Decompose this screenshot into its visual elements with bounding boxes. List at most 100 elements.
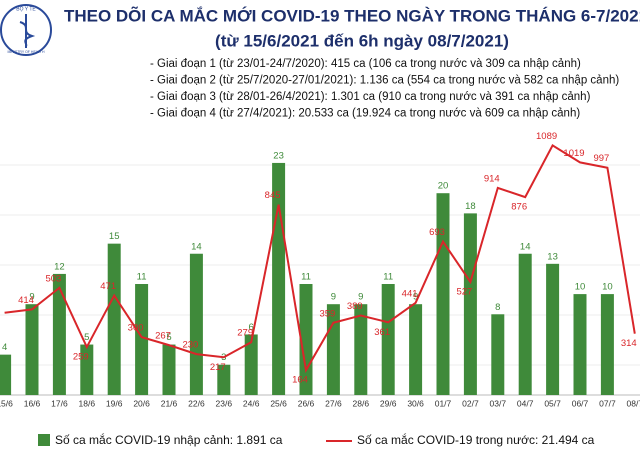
- line-value-label: 1019: [563, 148, 584, 159]
- line-value-label: 389: [347, 301, 363, 312]
- line-value-label: 279: [237, 328, 253, 339]
- bar-value-label: 9: [29, 292, 34, 303]
- line-value-label: 314: [621, 338, 637, 349]
- line-value-label: 997: [593, 153, 609, 164]
- line-value-label: 259: [73, 352, 89, 363]
- bar: [189, 253, 203, 395]
- bar-value-label: 12: [54, 261, 65, 272]
- bar: [299, 284, 313, 395]
- bar: [436, 193, 450, 395]
- x-tick-label: 18/6: [79, 398, 96, 408]
- annotation: - Giai đoạn 4 (từ 27/4/2021): 20.533 ca …: [150, 108, 580, 120]
- bar: [463, 213, 477, 395]
- bar-value-label: 9: [413, 292, 418, 303]
- bar: [107, 243, 121, 395]
- x-tick-label: 15/6: [0, 398, 13, 408]
- bar: [573, 294, 587, 395]
- logo: BỘ Y TẾ MINISTRY OF HEALTH: [0, 4, 52, 56]
- bar-value-label: 15: [109, 231, 120, 242]
- bar: [491, 314, 505, 395]
- x-tick-label: 30/6: [407, 398, 424, 408]
- x-tick-label: 06/7: [572, 398, 589, 408]
- line-value-label: 359: [319, 308, 335, 319]
- line-value-label: 693: [429, 227, 445, 238]
- line-value-label: 217: [210, 362, 226, 373]
- line-value-label: 845: [265, 190, 281, 201]
- bar: [409, 304, 423, 395]
- annotation: - Giai đoạn 1 (từ 23/01-24/7/2020): 415 …: [150, 58, 581, 70]
- bar-value-label: 20: [438, 181, 449, 192]
- x-tick-label: 27/6: [325, 398, 342, 408]
- line-value-label: 527: [456, 286, 472, 297]
- line-value-label: 230: [182, 340, 198, 351]
- annotation: - Giai đoạn 3 (từ 28/01-26/4/2021): 1.30…: [150, 91, 591, 103]
- bar-value-label: 23: [273, 150, 284, 161]
- x-tick-label: 05/7: [544, 398, 561, 408]
- bar-value-label: 11: [383, 272, 393, 283]
- line-value-label: 441: [402, 288, 418, 299]
- x-tick-label: 24/6: [243, 398, 260, 408]
- chart-title: THEO DÕI CA MẮC MỚI COVID-19 THEO NGÀY T…: [64, 5, 640, 25]
- x-tick-label: 25/6: [270, 398, 287, 408]
- line-value-label: 361: [374, 327, 390, 338]
- bar: [135, 284, 149, 395]
- bar-value-label: 9: [331, 292, 336, 303]
- x-tick-label: 21/6: [161, 398, 178, 408]
- legend-swatch: [38, 434, 50, 446]
- bar-value-label: 8: [495, 302, 500, 313]
- bar: [518, 253, 532, 395]
- bar-value-label: 9: [358, 292, 363, 303]
- legend-label: Số ca mắc COVID-19 trong nước: 21.494 ca: [357, 432, 595, 447]
- bar-value-label: 11: [301, 272, 311, 283]
- x-tick-label: 28/6: [353, 398, 370, 408]
- x-tick-label: 03/7: [490, 398, 507, 408]
- bar-value-label: 11: [137, 272, 147, 283]
- line-value-label: 414: [18, 295, 34, 306]
- bar: [354, 304, 368, 395]
- line-value-label: 914: [484, 173, 500, 184]
- line-value-label: 1089: [536, 131, 557, 142]
- x-tick-label: 26/6: [298, 398, 315, 408]
- bar-value-label: 14: [191, 241, 202, 252]
- bar-value-label: 5: [166, 332, 171, 343]
- line-value-label: 471: [100, 281, 116, 292]
- line-value-label: 503: [45, 273, 61, 284]
- x-tick-label: 08/7: [627, 398, 640, 408]
- bar-value-label: 5: [84, 332, 89, 343]
- bar: [546, 263, 560, 395]
- bar: [0, 354, 12, 395]
- x-tick-label: 22/6: [188, 398, 205, 408]
- bar: [52, 273, 66, 395]
- bar-value-label: 4: [2, 342, 7, 353]
- line-value-label: 164: [292, 375, 308, 386]
- bar: [25, 304, 39, 395]
- line-value-label: 300: [128, 323, 144, 334]
- bar-value-label: 10: [602, 282, 613, 293]
- line: [4, 143, 636, 374]
- bar: [381, 284, 395, 395]
- bar-value-label: 18: [465, 201, 476, 212]
- x-tick-label: 29/6: [380, 398, 397, 408]
- bar: [162, 344, 176, 395]
- x-tick-label: 17/6: [51, 398, 68, 408]
- bar: [600, 294, 614, 395]
- bar-value-label: 14: [520, 241, 531, 252]
- logo-top: BỘ Y TẾ: [16, 5, 36, 12]
- bar-value-label: 10: [575, 282, 586, 293]
- x-tick-label: 04/7: [517, 398, 534, 408]
- x-tick-label: 19/6: [106, 398, 123, 408]
- x-tick-label: 20/6: [133, 398, 150, 408]
- bar: [244, 334, 258, 395]
- bar-value-label: 13: [547, 251, 558, 262]
- logo-symbol: [19, 14, 36, 48]
- x-tick-label: 01/7: [435, 398, 452, 408]
- x-tick-label: 16/6: [24, 398, 41, 408]
- line-value-label: 876: [511, 202, 527, 213]
- chart-subtitle: (từ 15/6/2021 đến 6h ngày 08/7/2021): [215, 31, 509, 50]
- bar-value-label: 6: [249, 322, 254, 333]
- line-value-label: 267: [155, 331, 171, 342]
- bar: [80, 344, 94, 395]
- x-tick-label: 23/6: [216, 398, 233, 408]
- legend-label: Số ca mắc COVID-19 nhập cảnh: 1.891 ca: [55, 432, 283, 447]
